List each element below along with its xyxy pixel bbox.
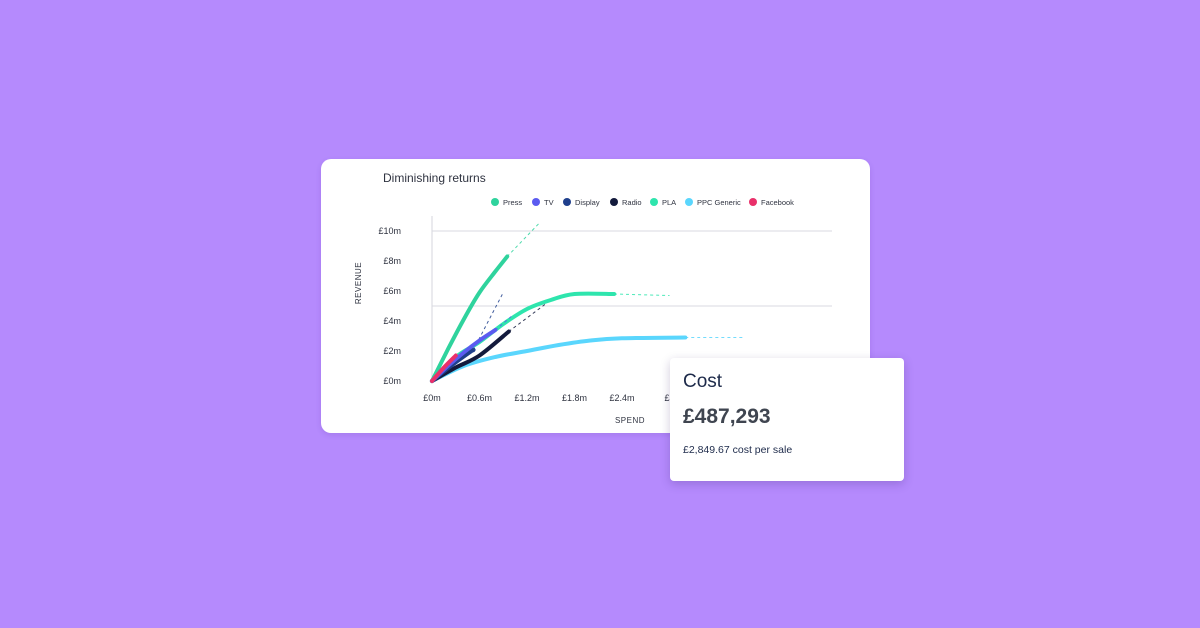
series-projection-pla [614, 293, 670, 296]
y-tick-label: £10m [378, 226, 401, 236]
legend-label: Facebook [761, 198, 794, 207]
y-tick-label: £4m [383, 316, 401, 326]
cost-value: £487,293 [683, 405, 771, 428]
legend-label: Display [575, 198, 600, 207]
x-tick-label: £3 [664, 393, 674, 403]
chart-title: Diminishing returns [383, 171, 486, 185]
series-projection-press [506, 223, 540, 257]
series-projection-radio [508, 302, 548, 332]
series-line-ppc-generic [430, 335, 688, 383]
cost-card: Cost £487,293 £2,849.67 cost per sale [670, 358, 904, 481]
diminishing-returns-chart: £0m £2m £4m £6m £8m £10m £0m £0.6m £1.2m £1.8m £2.… [354, 198, 832, 425]
x-tick-label: £0.6m [467, 393, 492, 403]
y-tick-label: £8m [383, 256, 401, 266]
legend-swatch [685, 198, 693, 206]
legend-label: PLA [662, 198, 676, 207]
x-tick-label: £1.8m [562, 393, 587, 403]
series-line-press [430, 254, 510, 383]
legend-swatch [610, 198, 618, 206]
series-line-facebook [430, 353, 458, 383]
x-tick-label: £1.2m [514, 393, 539, 403]
legend-label: Radio [622, 198, 642, 207]
legend-swatch [563, 198, 571, 206]
x-tick-label: £2.4m [609, 393, 634, 403]
cost-title: Cost [683, 371, 723, 392]
x-axis-title: SPEND [615, 416, 645, 425]
y-axis-title: REVENUE [354, 262, 363, 304]
legend-swatch [650, 198, 658, 206]
legend-swatch [749, 198, 757, 206]
legend-label: Press [503, 198, 522, 207]
y-tick-label: £0m [383, 376, 401, 386]
y-tick-label: £6m [383, 286, 401, 296]
legend-swatch [532, 198, 540, 206]
x-tick-label: £0m [423, 393, 441, 403]
series-projection-display [472, 292, 504, 351]
legend-label: PPC Generic [697, 198, 741, 207]
chart-card: Diminishing returns £0m £2m £4m £6m £8m £10m £… [321, 159, 870, 433]
legend-swatch [491, 198, 499, 206]
legend-label: TV [544, 198, 554, 207]
y-tick-label: £2m [383, 346, 401, 356]
cost-per-sale: £2,849.67 cost per sale [683, 444, 793, 456]
